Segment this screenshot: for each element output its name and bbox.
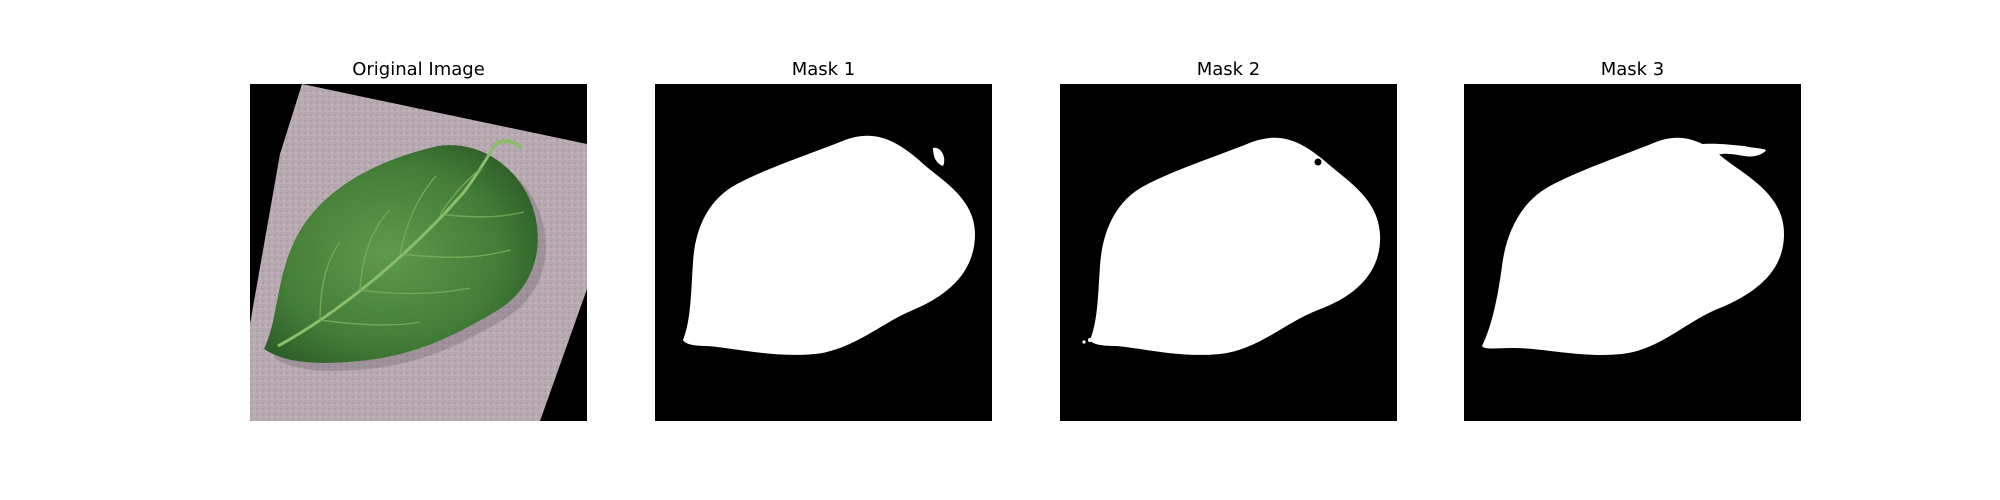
panel-title-original-image: Original Image [352, 59, 485, 80]
mask-1-shape [655, 84, 992, 421]
leaf-photo [250, 84, 587, 421]
mask-3-shape [1464, 84, 1801, 421]
original-image [250, 84, 587, 421]
mask-3-panel: Mask 3 [1464, 58, 1801, 421]
panel-title-mask-2: Mask 2 [1196, 59, 1261, 80]
mask-3-image [1464, 84, 1801, 421]
mask-1-image [655, 84, 992, 421]
panel-title-mask-3: Mask 3 [1600, 59, 1665, 80]
mask-2-panel: Mask 2 [1060, 58, 1397, 421]
original-image-panel: Original Image [250, 58, 587, 421]
mask-2-image [1060, 84, 1397, 421]
panel-title-mask-1: Mask 1 [791, 59, 856, 80]
mask-1-panel: Mask 1 [655, 58, 992, 421]
mask-2-shape [1060, 84, 1397, 421]
